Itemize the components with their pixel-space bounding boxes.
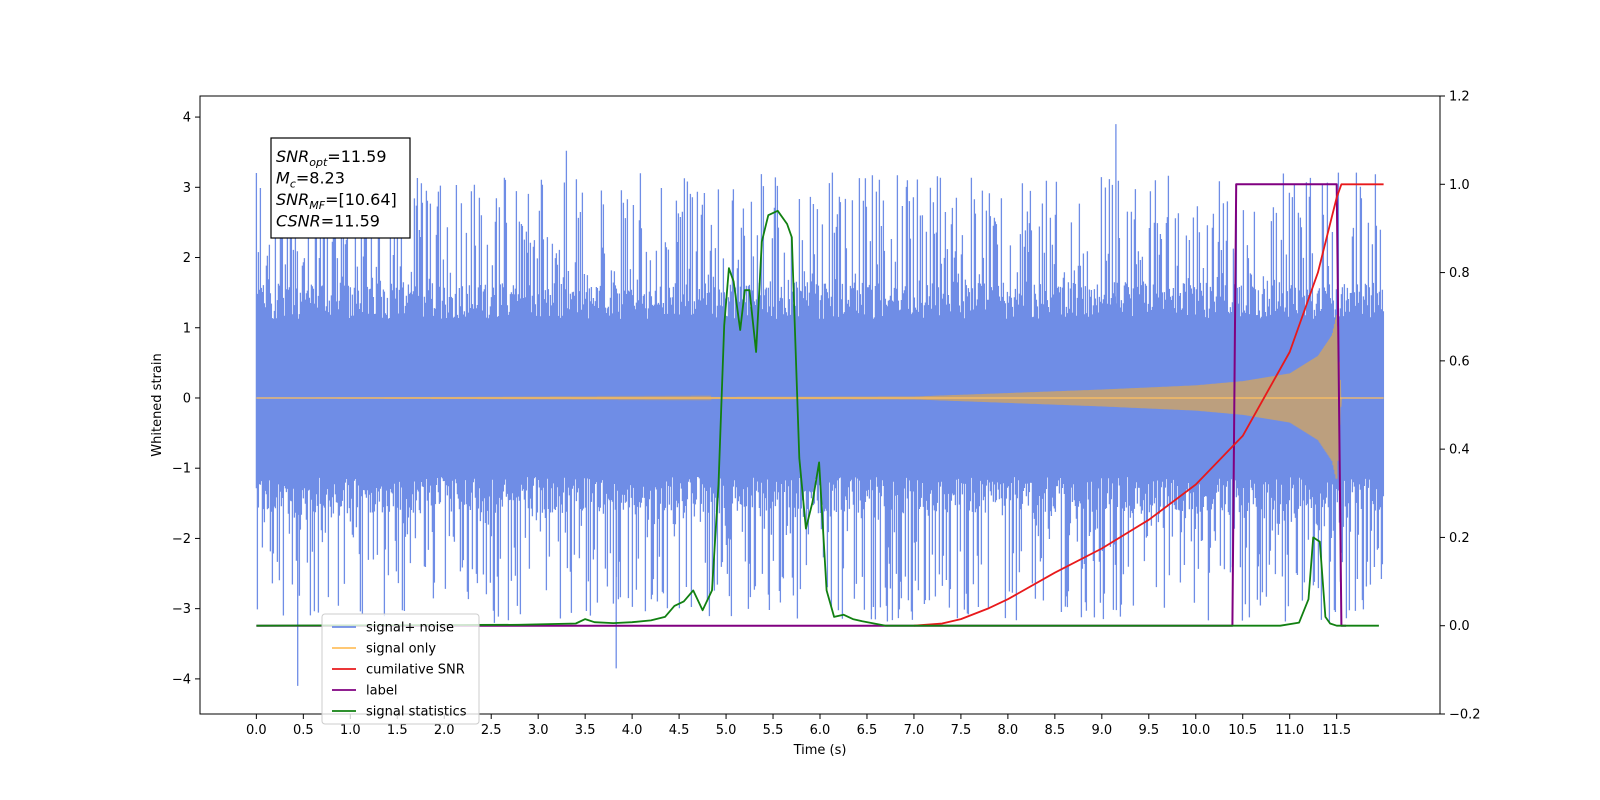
snr-info-line: SNRMF=[10.64] bbox=[276, 190, 397, 212]
x-tick-label: 8.5 bbox=[1045, 723, 1066, 738]
legend: signal+ noise signal only cumilative SNR la… bbox=[321, 613, 480, 725]
snr-info-line: SNRopt=11.59 bbox=[276, 147, 387, 169]
snr-info-line: CSNR=11.59 bbox=[276, 212, 380, 231]
x-tick-label: 5.0 bbox=[716, 723, 737, 738]
y2-tick-label: 0.6 bbox=[1449, 354, 1470, 369]
x-tick-label: 2.5 bbox=[481, 723, 502, 738]
signal-noise-series bbox=[255, 124, 1385, 686]
y2-tick-label: 0.0 bbox=[1449, 619, 1470, 634]
cumulative-snr-series bbox=[913, 183, 1384, 627]
snr-info-box-frame bbox=[270, 137, 411, 239]
y2-tick-label: 0.2 bbox=[1449, 531, 1470, 546]
x-tick-label: 5.5 bbox=[763, 723, 784, 738]
legend-label: label bbox=[366, 684, 397, 699]
y-tick-label: 0 bbox=[183, 391, 191, 406]
legend-label: signal+ noise bbox=[366, 621, 454, 636]
plot-area bbox=[255, 124, 1385, 686]
x-tick-label: 8.0 bbox=[998, 723, 1019, 738]
x-tick-label: 9.5 bbox=[1138, 723, 1159, 738]
x-tick-label: 1.0 bbox=[340, 723, 361, 738]
snr-info-line: Mc=8.23 bbox=[276, 169, 345, 191]
cumulative-snr-line bbox=[913, 183, 1384, 627]
x-tick-label: 3.0 bbox=[528, 723, 549, 738]
x-tick-label: 10.5 bbox=[1228, 723, 1257, 738]
x-tick-label: 1.5 bbox=[387, 723, 408, 738]
x-tick-label: 4.0 bbox=[622, 723, 643, 738]
y2-tick-label: 0.8 bbox=[1449, 266, 1470, 281]
x-axis-title: Time (s) bbox=[793, 743, 847, 758]
y2-tick-label: 1.2 bbox=[1449, 90, 1470, 105]
right-y-axis: −0.2 0.0 0.2 0.4 0.6 0.8 1.0 1.2 bbox=[1440, 90, 1481, 723]
x-axis: 0.0 0.5 1.0 1.5 2.0 2.5 3.0 3.5 4.0 4.5 5.0 5.5 6.0 6… bbox=[246, 714, 1351, 738]
y-tick-label: 1 bbox=[183, 321, 191, 336]
y2-tick-label: 1.0 bbox=[1449, 178, 1470, 193]
y-tick-label: 2 bbox=[183, 251, 191, 266]
x-tick-label: 6.0 bbox=[810, 723, 831, 738]
y-tick-label: 4 bbox=[183, 111, 191, 126]
x-tick-label: 11.0 bbox=[1275, 723, 1304, 738]
x-tick-label: 6.5 bbox=[857, 723, 878, 738]
y-tick-label: −1 bbox=[172, 462, 191, 477]
x-tick-label: 7.0 bbox=[904, 723, 925, 738]
y-axis-title: Whitened strain bbox=[150, 353, 165, 456]
legend-frame bbox=[321, 613, 480, 725]
y-tick-label: −2 bbox=[172, 532, 191, 547]
x-tick-label: 3.5 bbox=[575, 723, 596, 738]
signal-statistics-line bbox=[256, 209, 1379, 627]
legend-label: cumilative SNR bbox=[366, 663, 465, 678]
x-tick-label: 11.5 bbox=[1322, 723, 1351, 738]
y-tick-label: −3 bbox=[172, 602, 191, 617]
y2-tick-label: −0.2 bbox=[1449, 708, 1481, 723]
x-tick-label: 2.0 bbox=[434, 723, 455, 738]
x-tick-label: 0.0 bbox=[246, 723, 267, 738]
x-tick-label: 7.5 bbox=[951, 723, 972, 738]
x-tick-label: 10.0 bbox=[1181, 723, 1210, 738]
y-tick-label: 3 bbox=[183, 181, 191, 196]
x-tick-label: 0.5 bbox=[293, 723, 314, 738]
signal-only-series bbox=[256, 315, 1384, 479]
signal-noise-line bbox=[255, 124, 1385, 686]
snr-info-box: SNRopt=11.59Mc=8.23SNRMF=[10.64]CSNR=11.… bbox=[270, 137, 411, 239]
x-tick-label: 9.0 bbox=[1091, 723, 1112, 738]
legend-label: signal only bbox=[366, 642, 436, 657]
left-y-axis: −4 −3 −2 −1 0 1 2 3 4 bbox=[172, 111, 200, 687]
y-tick-label: −4 bbox=[172, 672, 191, 687]
signal-statistics-series bbox=[256, 209, 1379, 627]
y2-tick-label: 0.4 bbox=[1449, 443, 1470, 458]
legend-label: signal statistics bbox=[366, 705, 467, 720]
x-tick-label: 4.5 bbox=[669, 723, 690, 738]
